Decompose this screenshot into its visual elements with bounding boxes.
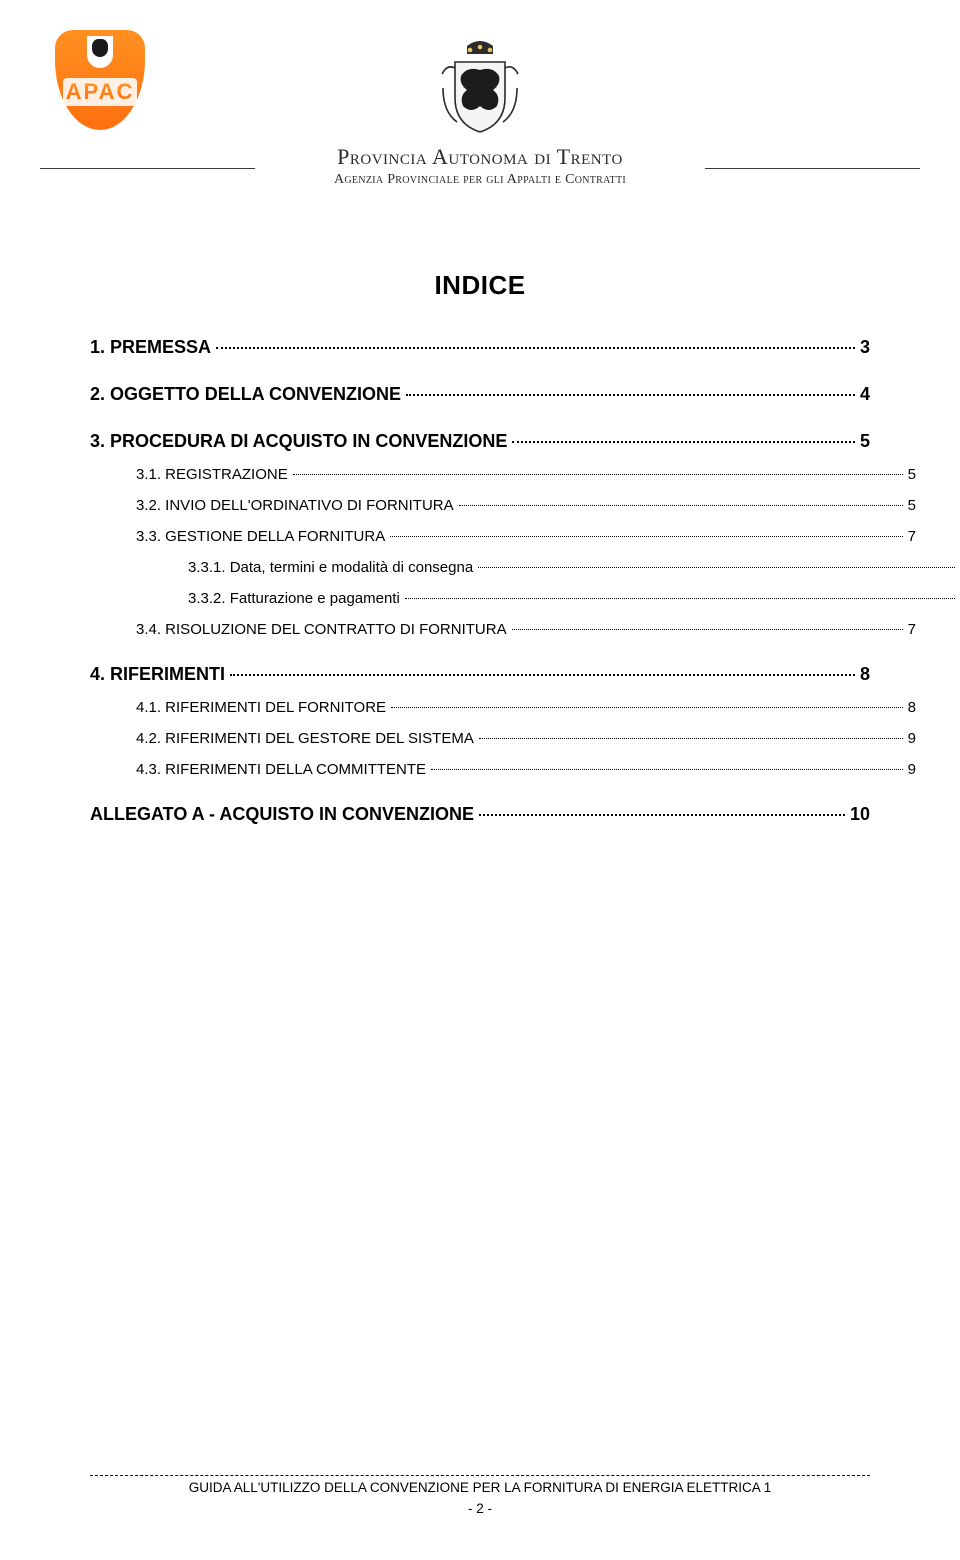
toc-entry-label: 2. OGGETTO DELLA CONVENZIONE [90,384,401,405]
toc-entry-page: 8 [860,664,870,685]
toc-entry: ALLEGATO A - ACQUISTO IN CONVENZIONE 10 [90,804,870,825]
toc-entry-label: 3. PROCEDURA DI ACQUISTO IN CONVENZIONE [90,431,507,452]
province-crest-icon [437,40,523,136]
toc-entry-page: 9 [908,761,916,778]
toc-dots-leader [391,707,903,708]
apac-eagle-icon [92,39,108,57]
table-of-contents: 1. PREMESSA 3 2. OGGETTO DELLA CONVENZIO… [90,337,870,825]
toc-dots-leader [512,441,855,443]
toc-dots-leader [431,769,903,770]
toc-entry: 3.2. INVIO DELL'ORDINATIVO DI FORNITURA … [136,497,916,514]
toc-dots-leader [293,474,903,475]
toc-entry-label: 3.2. INVIO DELL'ORDINATIVO DI FORNITURA [136,497,454,514]
toc-entry: 3. PROCEDURA DI ACQUISTO IN CONVENZIONE … [90,431,870,452]
toc-entry: 4.3. RIFERIMENTI DELLA COMMITTENTE 9 [136,761,916,778]
toc-entry-page: 5 [908,466,916,483]
toc-title: INDICE [90,270,870,301]
page-root: APAC Provincia Autonoma d [0,0,960,1560]
toc-dots-leader [405,598,955,599]
province-crest-block: Provincia Autonoma di Trento Agenzia Pro… [250,40,710,188]
org-subtitle: Agenzia Provinciale per gli Appalti e Co… [250,172,710,188]
toc-entry: 4.1. RIFERIMENTI DEL FORNITORE 8 [136,699,916,716]
toc-dots-leader [512,629,903,630]
toc-entry-page: 3 [860,337,870,358]
header-rule-left [40,168,255,169]
toc-dots-leader [479,738,903,739]
toc-entry-page: 8 [908,699,916,716]
toc-entry-label: ALLEGATO A - ACQUISTO IN CONVENZIONE [90,804,474,825]
toc-entry-label: 1. PREMESSA [90,337,211,358]
toc-entry-label: 3.1. REGISTRAZIONE [136,466,288,483]
toc-entry-label: 4. RIFERIMENTI [90,664,225,685]
page-header: APAC Provincia Autonoma d [90,40,870,230]
toc-entry: 3.3. GESTIONE DELLA FORNITURA 7 [136,528,916,545]
toc-dots-leader [230,674,855,676]
toc-entry: 4.2. RIFERIMENTI DEL GESTORE DEL SISTEMA… [136,730,916,747]
apac-logo: APAC [40,30,160,160]
toc-entry-page: 10 [850,804,870,825]
toc-entry-page: 5 [908,497,916,514]
toc-entry: 2. OGGETTO DELLA CONVENZIONE 4 [90,384,870,405]
toc-entry: 3.3.1. Data, termini e modalità di conse… [188,559,960,576]
toc-dots-leader [479,814,845,816]
page-footer: GUIDA ALL'UTILIZZO DELLA CONVENZIONE PER… [90,1475,870,1516]
footer-page-number: - 2 - [90,1501,870,1516]
header-rule-right [705,168,920,169]
toc-entry-page: 9 [908,730,916,747]
toc-dots-leader [216,347,855,349]
toc-entry-label: 3.4. RISOLUZIONE DEL CONTRATTO DI FORNIT… [136,621,507,638]
toc-entry-label: 3.3.2. Fatturazione e pagamenti [188,590,400,607]
toc-dots-leader [478,567,954,568]
apac-shield-icon: APAC [55,30,145,130]
apac-band: APAC [63,78,137,106]
apac-text: APAC [66,79,135,105]
toc-dots-leader [390,536,902,537]
toc-entry: 3.4. RISOLUZIONE DEL CONTRATTO DI FORNIT… [136,621,916,638]
toc-entry-page: 7 [908,528,916,545]
toc-entry-page: 7 [908,621,916,638]
footer-text: GUIDA ALL'UTILIZZO DELLA CONVENZIONE PER… [90,1480,870,1495]
toc-entry-page: 4 [860,384,870,405]
toc-entry: 3.3.2. Fatturazione e pagamenti 7 [188,590,960,607]
toc-dots-leader [459,505,903,506]
toc-entry-label: 3.3. GESTIONE DELLA FORNITURA [136,528,385,545]
toc-dots-leader [406,394,855,396]
footer-divider [90,1475,870,1476]
toc-entry-label: 4.1. RIFERIMENTI DEL FORNITORE [136,699,386,716]
toc-entry-label: 4.2. RIFERIMENTI DEL GESTORE DEL SISTEMA [136,730,474,747]
toc-entry-label: 3.3.1. Data, termini e modalità di conse… [188,559,473,576]
toc-entry: 3.1. REGISTRAZIONE 5 [136,466,916,483]
toc-entry-page: 5 [860,431,870,452]
toc-entry: 1. PREMESSA 3 [90,337,870,358]
toc-entry-label: 4.3. RIFERIMENTI DELLA COMMITTENTE [136,761,426,778]
toc-entry: 4. RIFERIMENTI 8 [90,664,870,685]
org-name: Provincia Autonoma di Trento [250,144,710,170]
